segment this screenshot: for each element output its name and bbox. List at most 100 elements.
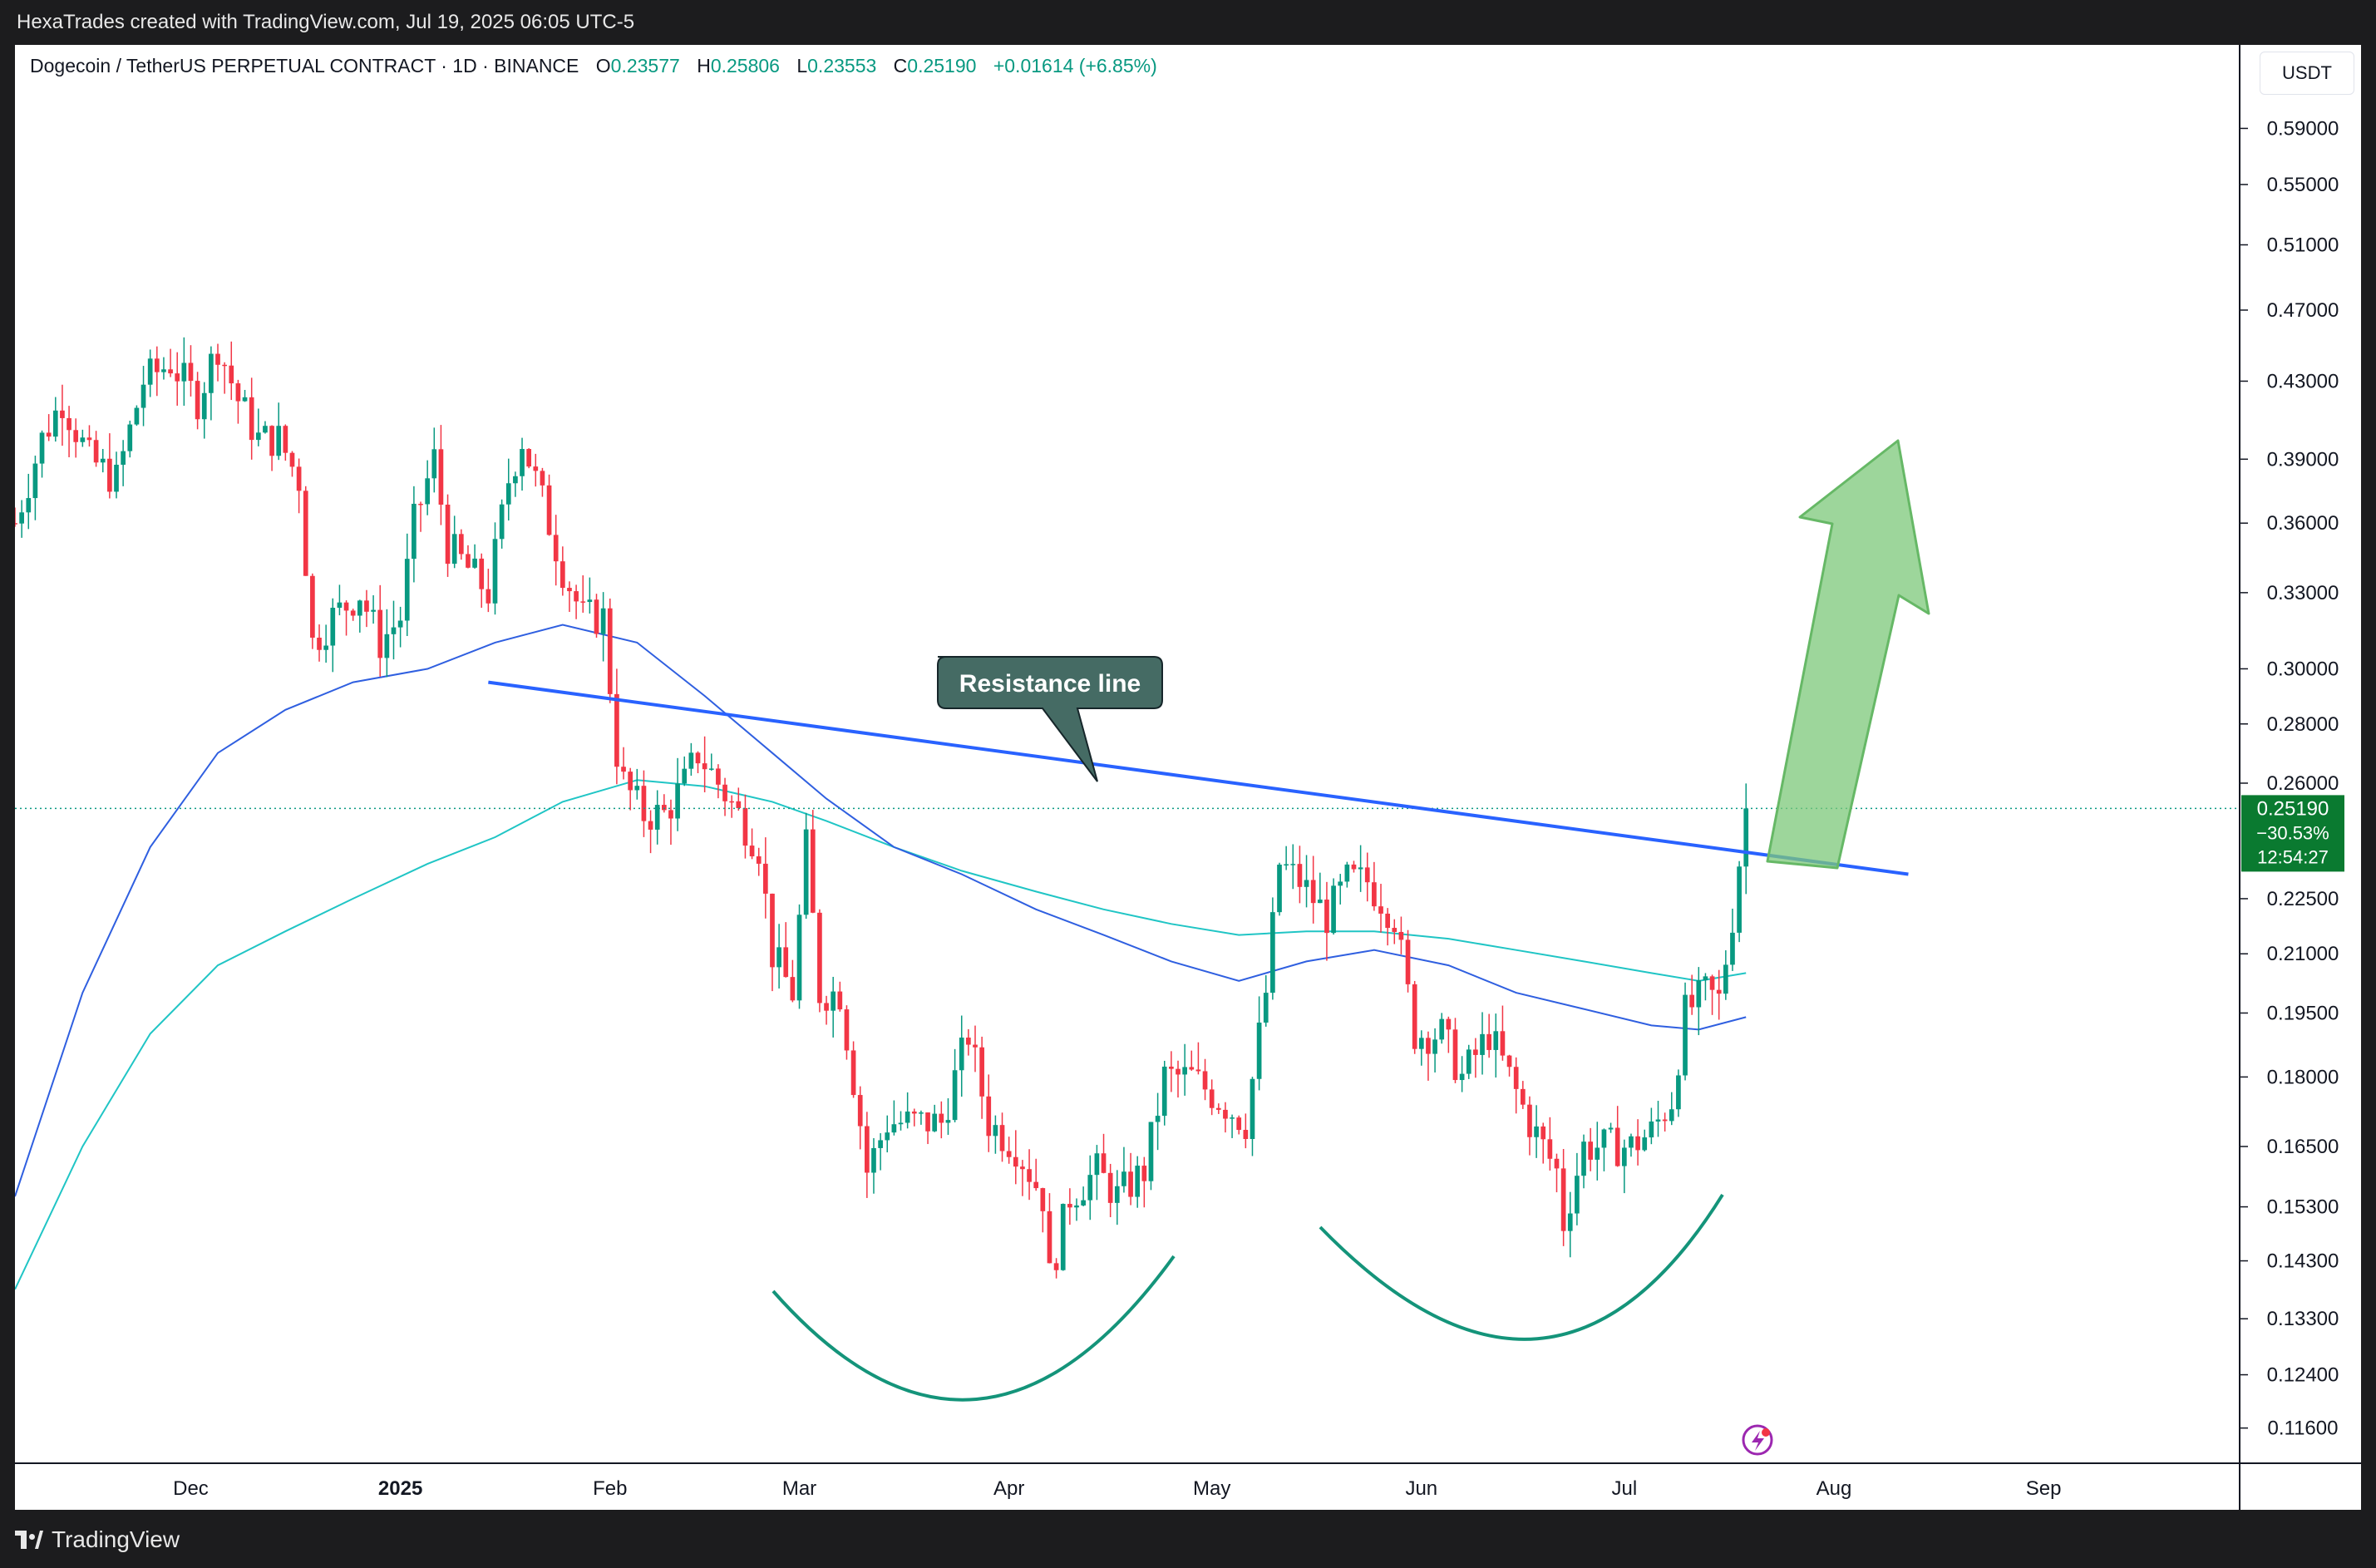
candle-body: [1629, 1136, 1634, 1148]
candle-body: [919, 1112, 924, 1114]
candle-body: [1459, 1073, 1465, 1081]
candle-body: [1683, 994, 1688, 1076]
candle-body: [783, 947, 789, 978]
candle-body: [1169, 1066, 1174, 1069]
candle-body: [587, 599, 593, 603]
candle-body: [371, 609, 376, 612]
candle-body: [796, 915, 802, 1001]
candle-body: [67, 417, 71, 431]
candle-body: [526, 449, 532, 467]
candle-body: [1534, 1126, 1539, 1137]
y-tick-label: 0.39000: [2267, 448, 2339, 471]
replay-flash-icon[interactable]: [1742, 1424, 1773, 1456]
y-tick-label: 0.16500: [2267, 1136, 2339, 1158]
projection-arrow-icon[interactable]: [1766, 439, 1930, 870]
candle-body: [377, 609, 383, 658]
candle-body: [458, 534, 464, 555]
candle-body: [1601, 1129, 1607, 1148]
close-label: C: [893, 55, 908, 76]
candle-body: [1513, 1067, 1519, 1089]
replay-flash-bolt-icon: [1752, 1431, 1764, 1451]
x-tick-label: Aug: [1817, 1477, 1852, 1500]
candle-body: [533, 466, 539, 471]
candle-body: [1236, 1117, 1242, 1131]
candle-body: [1223, 1109, 1228, 1119]
tradingview-logo[interactable]: TradingView: [15, 1523, 180, 1556]
candle-body: [817, 912, 822, 1003]
candle-body: [283, 426, 288, 453]
candle-body: [201, 392, 207, 420]
candle-body: [1412, 984, 1417, 1049]
y-tick-label: 0.21000: [2267, 943, 2339, 965]
chart-frame[interactable]: Resistance line 0.25190 −30.53% 12:54:27 0.…: [12, 45, 2361, 1510]
candle-body: [790, 977, 796, 1001]
change-value: +0.01614 (+6.85%): [993, 55, 1157, 76]
y-tick-label: 0.59000: [2267, 117, 2339, 140]
currency-button[interactable]: USDT: [2260, 52, 2354, 95]
candle-body: [1114, 1186, 1120, 1203]
candle-body: [391, 627, 397, 634]
y-tick-label: 0.51000: [2267, 234, 2339, 256]
resistance-callout-box[interactable]: [937, 656, 1163, 782]
candle-body: [1635, 1136, 1640, 1151]
candle-body: [722, 784, 727, 801]
candle-body: [1060, 1204, 1066, 1270]
y-tick-label: 0.26000: [2267, 772, 2339, 795]
candle-body: [1107, 1172, 1113, 1203]
close-value: 0.25190: [907, 55, 977, 76]
y-tick-label: 0.33000: [2267, 582, 2339, 604]
candle-body: [749, 846, 755, 856]
candle-body: [188, 362, 194, 382]
candle-body: [716, 768, 721, 785]
candle-body: [1155, 1116, 1161, 1122]
candle-body: [52, 410, 58, 437]
y-tick-label: 0.13300: [2267, 1308, 2339, 1330]
candle-body: [1588, 1141, 1594, 1160]
candle-body: [1141, 1166, 1147, 1181]
replay-flash-dot-icon: [1762, 1428, 1770, 1437]
x-tick-label: Dec: [173, 1477, 209, 1500]
candle-body: [195, 381, 200, 420]
candle-body: [891, 1124, 897, 1133]
candle-body: [905, 1111, 910, 1123]
last-price-badge[interactable]: [2241, 795, 2344, 872]
open-value: 0.23577: [610, 55, 680, 76]
candle-body: [1344, 864, 1350, 882]
candle-body: [1703, 976, 1708, 981]
candle-body: [885, 1132, 890, 1141]
candle-body: [479, 558, 485, 589]
candle-body: [654, 805, 660, 830]
candle-body: [418, 503, 423, 505]
symbol-legend[interactable]: Dogecoin / TetherUS PERPETUAL CONTRACT ·…: [30, 55, 1157, 77]
candle-body: [1270, 912, 1275, 994]
last-price-change: −30.53%: [2256, 822, 2329, 843]
candle-body: [255, 432, 261, 441]
candle-body: [1743, 808, 1749, 867]
candle-body: [1263, 993, 1269, 1023]
low-value: 0.23553: [807, 55, 877, 76]
candle-body: [1364, 867, 1370, 883]
candle-body: [350, 610, 356, 616]
left-cup-arc[interactable]: [771, 1255, 1176, 1402]
candle-body: [1398, 931, 1404, 940]
candle-body: [1405, 939, 1411, 984]
candle-body: [46, 432, 52, 437]
candle-body: [1649, 1121, 1654, 1138]
candle-body: [412, 503, 417, 560]
candle-body: [276, 426, 282, 456]
candle-body: [1195, 1069, 1201, 1072]
candle-body: [1284, 864, 1289, 865]
candle-body: [831, 991, 836, 1011]
resistance-trendline[interactable]: [488, 680, 1909, 876]
candle-body: [1020, 1166, 1025, 1170]
candle-body: [600, 608, 606, 634]
candle-body: [1439, 1018, 1445, 1040]
candle-body: [1033, 1181, 1039, 1189]
candle-body: [296, 466, 302, 491]
candle-body: [1372, 882, 1377, 907]
candle-body: [1209, 1089, 1215, 1108]
candle-body: [1277, 864, 1282, 913]
right-cup-arc[interactable]: [1319, 1193, 1724, 1341]
candle-body: [140, 384, 146, 408]
